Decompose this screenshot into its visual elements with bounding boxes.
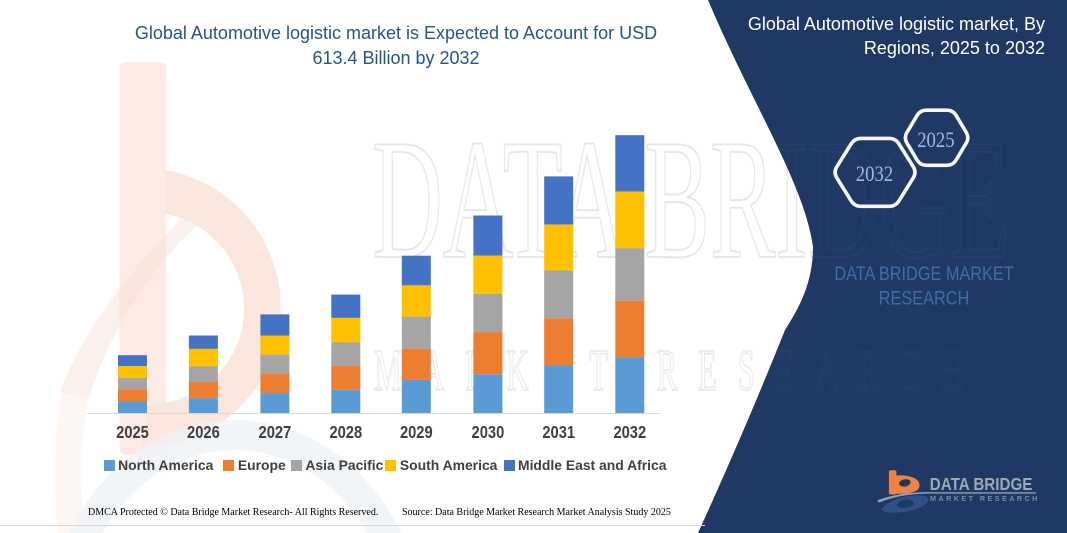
svg-text:2032: 2032 (856, 163, 893, 187)
svg-text:2025: 2025 (116, 423, 149, 442)
svg-text:2030: 2030 (472, 423, 505, 442)
svg-text:2032: 2032 (613, 423, 646, 442)
svg-text:2028: 2028 (329, 423, 362, 442)
svg-text:DATA BRIDGE MARKET: DATA BRIDGE MARKET (834, 263, 1014, 284)
svg-text:2031: 2031 (542, 423, 575, 442)
svg-text:2026: 2026 (187, 423, 220, 442)
svg-text:DATA BRIDGE: DATA BRIDGE (930, 475, 1033, 494)
svg-text:2029: 2029 (400, 423, 433, 442)
svg-text:2025: 2025 (917, 129, 954, 153)
svg-text:RESEARCH: RESEARCH (879, 288, 969, 309)
svg-text:2027: 2027 (259, 423, 292, 442)
